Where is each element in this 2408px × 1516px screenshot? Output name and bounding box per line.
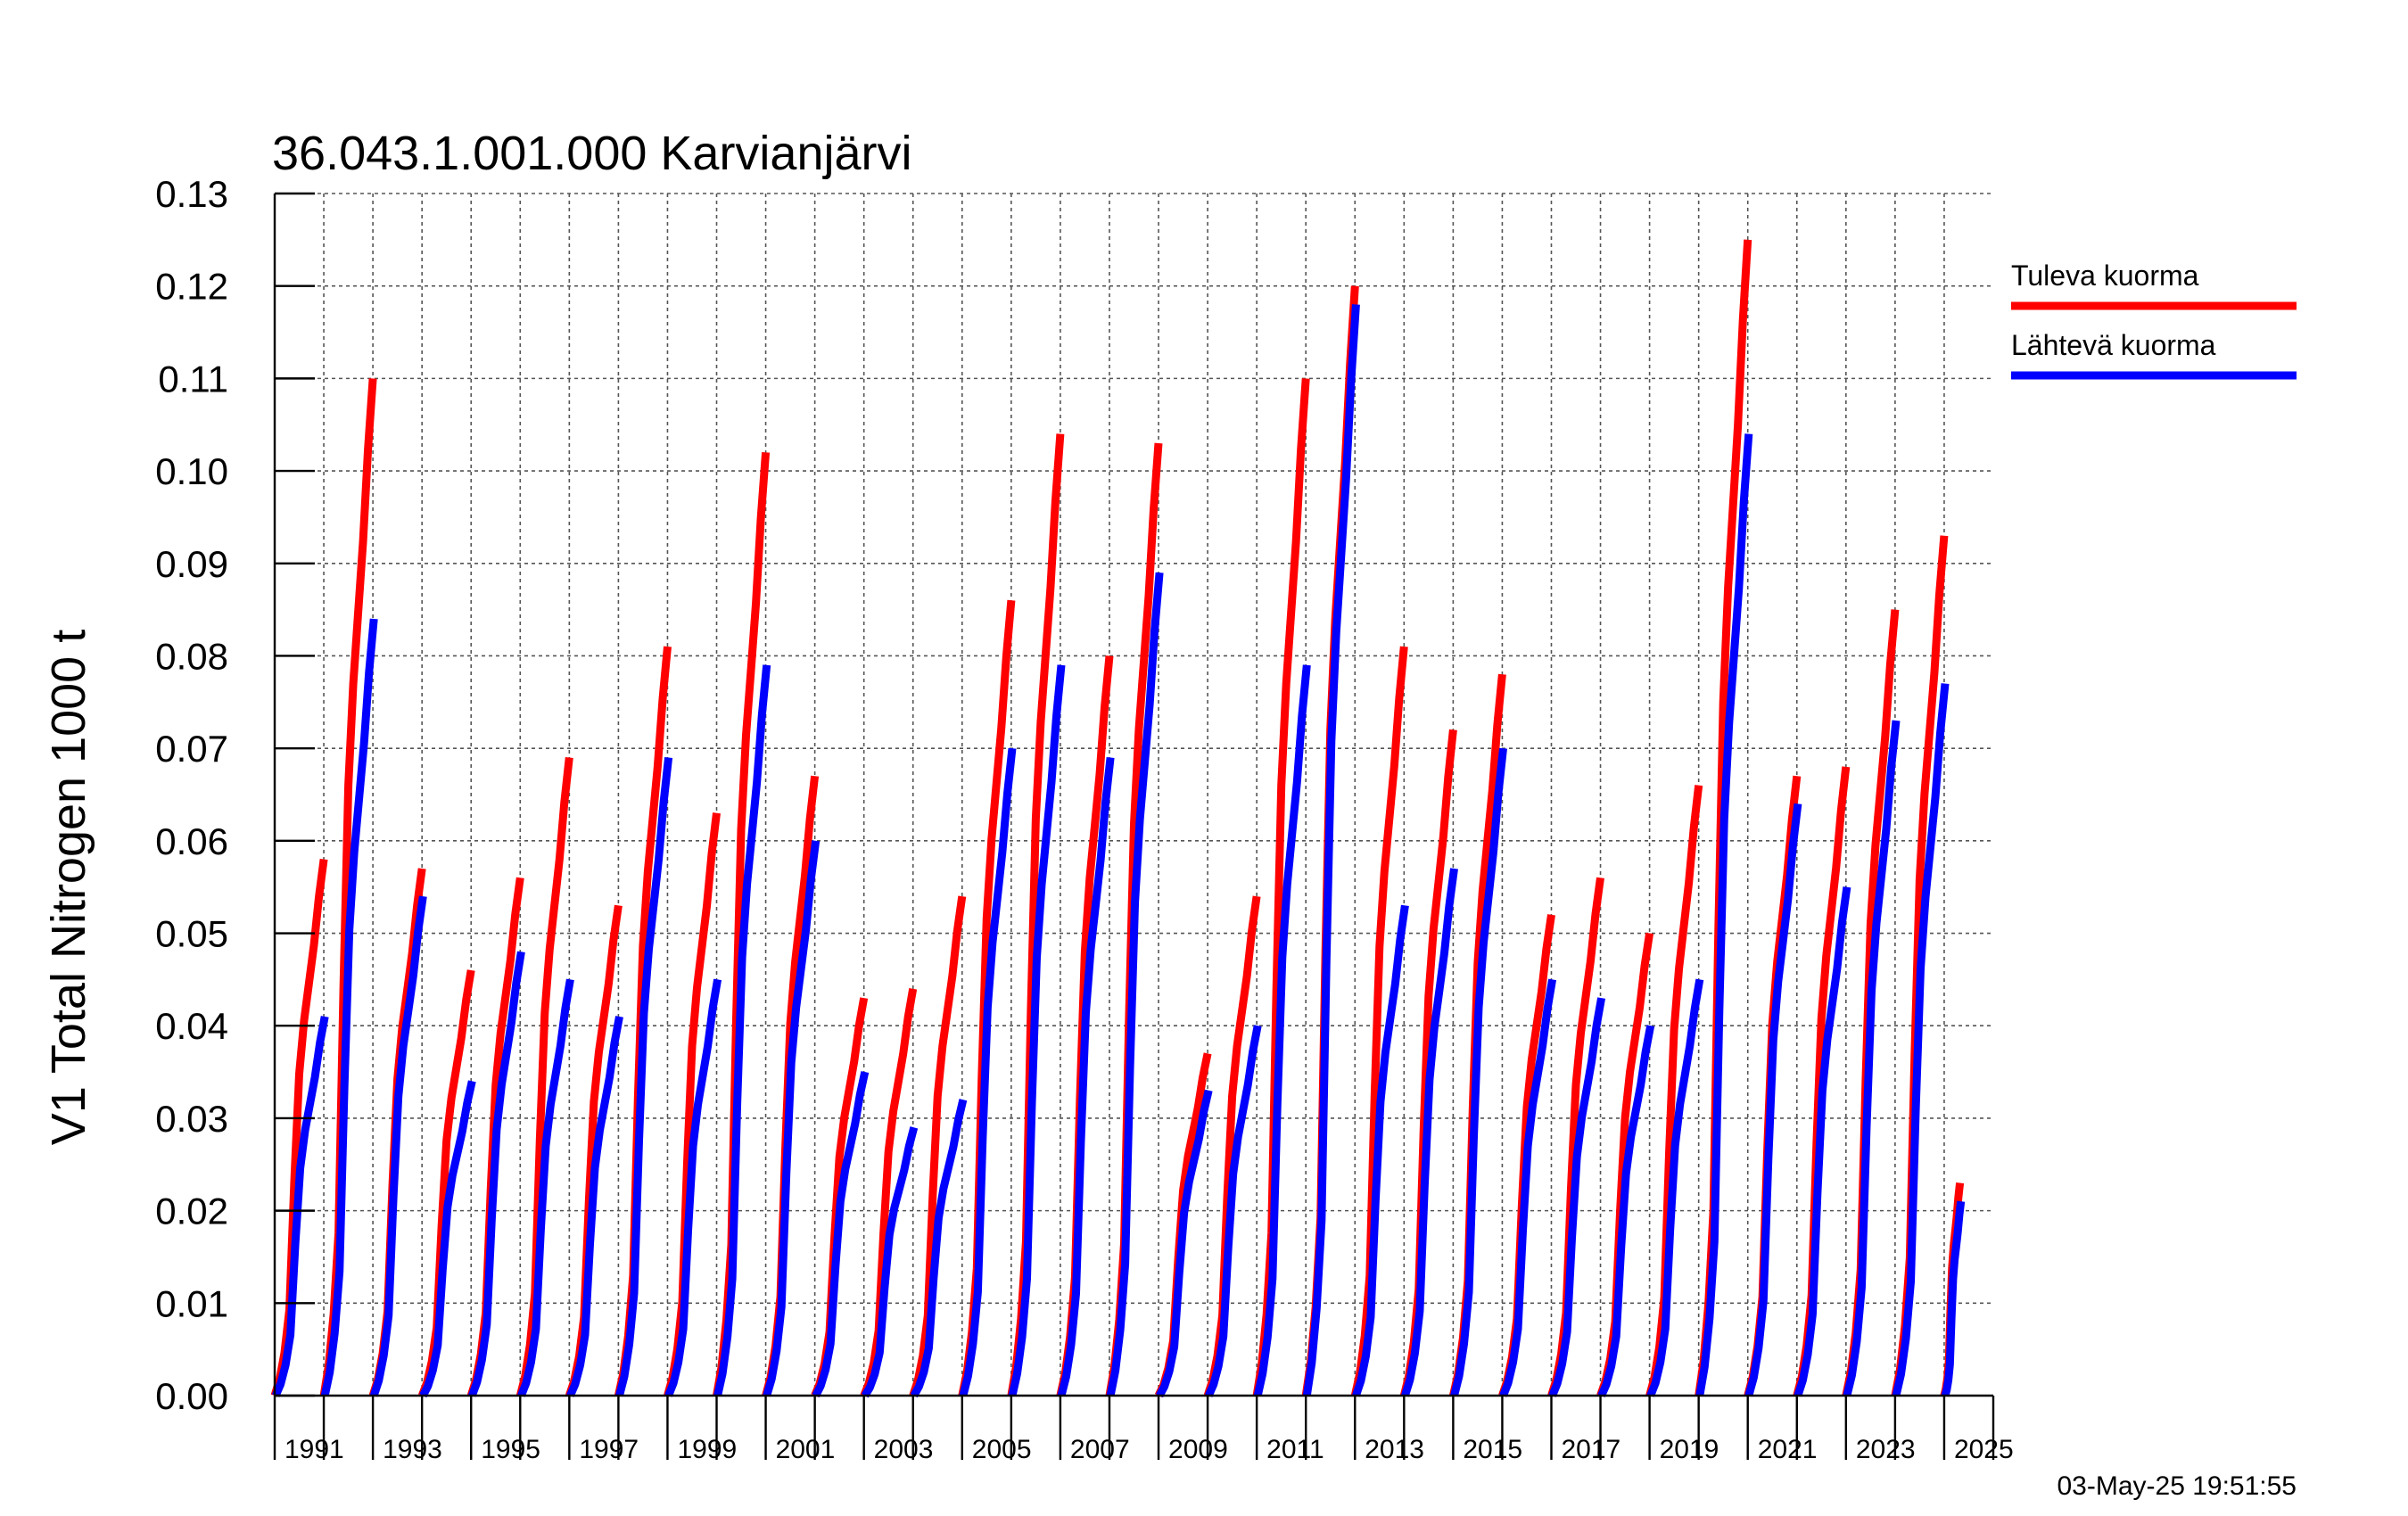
y-tick-label: 0.12: [155, 266, 228, 308]
y-tick-label: 0.13: [155, 173, 228, 215]
axis-layer: [273, 192, 1995, 1460]
year-curve: [270, 859, 328, 1397]
y-tick-label: 0.03: [155, 1098, 228, 1140]
x-tick-label: 1999: [677, 1435, 737, 1464]
y-tick-label: 0.00: [155, 1375, 228, 1417]
y-tick-label: 0.01: [155, 1282, 228, 1324]
x-tick-label: 1993: [383, 1435, 442, 1464]
y-tick-label: 0.05: [155, 913, 228, 955]
year-curve: [1203, 895, 1261, 1397]
year-curve: [1548, 997, 1606, 1397]
year-curve: [1106, 572, 1164, 1397]
x-tick-label: 2009: [1168, 1435, 1228, 1464]
x-tick-label: 2025: [1954, 1435, 2014, 1464]
y-tick-label: 0.07: [155, 728, 228, 770]
y-tick-label: 0.02: [155, 1191, 228, 1232]
series-lahteva-kuorma: [271, 304, 1966, 1398]
x-tick-label: 2005: [972, 1435, 1032, 1464]
year-curve: [615, 757, 673, 1397]
year-curve: [271, 1016, 329, 1397]
year-curve: [1352, 904, 1409, 1397]
year-curve: [1645, 785, 1703, 1397]
x-tick-label: 2019: [1660, 1435, 1719, 1464]
year-curve: [959, 747, 1017, 1397]
year-curve: [1350, 646, 1408, 1397]
y-tick-label: 0.06: [155, 820, 228, 862]
year-curve: [909, 895, 967, 1397]
legend-label: Tuleva kuorma: [2011, 260, 2199, 292]
x-tick-label: 2007: [1070, 1435, 1130, 1464]
year-curve: [664, 812, 721, 1397]
year-curve: [1156, 1089, 1213, 1398]
chart-title: 36.043.1.001.000 Karvianjärvi: [272, 127, 912, 180]
year-curve: [1941, 1200, 1966, 1397]
year-curve: [1253, 664, 1311, 1397]
year-curve: [1843, 720, 1901, 1397]
year-curve: [664, 978, 722, 1397]
legend: Tuleva kuorma Lähtevä kuorma: [2011, 260, 2297, 380]
year-curve: [860, 988, 918, 1397]
year-curve: [1499, 978, 1557, 1397]
y-axis-label: V1 Total Nitrogen 1000 t: [42, 630, 95, 1145]
grid-layer: [275, 193, 1993, 1396]
year-curve: [861, 1126, 919, 1398]
x-tick-label: 2011: [1266, 1435, 1324, 1464]
x-tick-label: 2023: [1856, 1435, 1916, 1464]
year-curve: [566, 1016, 623, 1397]
year-curve: [812, 1071, 870, 1398]
x-tick-labels: 1991 1993 1995 1997 1999 2001 2003 2005 2007 2009…: [285, 1435, 2014, 1464]
y-tick-label: 0.08: [155, 635, 228, 677]
x-tick-label: 2015: [1463, 1435, 1522, 1464]
y-tick-label: 0.10: [155, 450, 228, 492]
x-tick-label: 2001: [776, 1435, 836, 1464]
year-curve: [763, 840, 821, 1397]
year-curve: [1008, 664, 1066, 1397]
y-tick-label: 0.11: [158, 358, 228, 400]
x-tick-label: 1995: [481, 1435, 540, 1464]
year-curve: [320, 618, 378, 1397]
year-curve: [713, 664, 771, 1397]
x-tick-label: 2003: [874, 1435, 934, 1464]
year-curve: [369, 895, 427, 1397]
year-curve: [517, 978, 574, 1397]
year-curve: [1252, 378, 1310, 1397]
x-tick-label: 1991: [285, 1435, 344, 1464]
year-curve: [1401, 868, 1458, 1397]
x-tick-label: 2013: [1365, 1435, 1424, 1464]
year-curve: [1695, 433, 1753, 1397]
year-curve: [468, 951, 525, 1397]
x-tick-label: 2017: [1561, 1435, 1620, 1464]
year-curve: [1794, 886, 1851, 1397]
year-curve: [1450, 747, 1507, 1397]
year-curve: [419, 1080, 476, 1398]
legend-label: Lähtevä kuorma: [2011, 329, 2216, 361]
year-curve: [417, 969, 475, 1397]
year-curve: [1744, 803, 1802, 1397]
x-tick-label: 1997: [579, 1435, 639, 1464]
series-layer: [270, 239, 1966, 1398]
y-tick-label: 0.04: [155, 1005, 228, 1047]
year-curve: [515, 757, 573, 1397]
year-curve: [1646, 978, 1704, 1397]
year-curve: [1057, 757, 1115, 1397]
year-curve: [1205, 1025, 1262, 1397]
timestamp: 03-May-25 19:51:55: [2057, 1471, 2297, 1501]
y-tick-label: 0.09: [155, 543, 228, 585]
series-tuleva-kuorma: [270, 239, 1965, 1397]
y-tick-labels: 0.00 0.01 0.02 0.03 0.04 0.05 0.06 0.07 0.08 0.09…: [155, 173, 228, 1417]
year-curve: [1597, 1025, 1655, 1397]
year-curve: [1892, 683, 1950, 1397]
x-tick-label: 2021: [1758, 1435, 1818, 1464]
year-curve: [910, 1099, 968, 1398]
year-curve: [1302, 304, 1360, 1397]
